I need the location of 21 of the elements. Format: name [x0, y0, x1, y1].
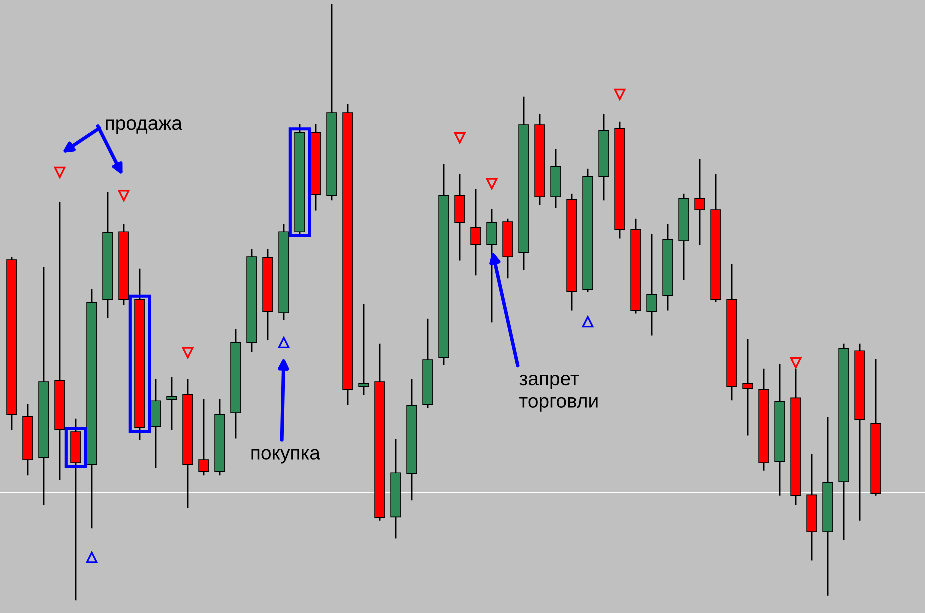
point: [182, 347, 194, 359]
candlestick: [742, 339, 754, 436]
candlestick: [358, 304, 370, 396]
candlestick: [694, 159, 706, 246]
annotation: запрет торговли: [520, 374, 598, 412]
point: [278, 337, 290, 348]
candlestick: [166, 377, 178, 430]
point: [54, 166, 66, 178]
point: [86, 552, 98, 564]
point: [614, 88, 626, 100]
candlestick: [198, 399, 210, 476]
annotation: продажа: [106, 120, 183, 134]
point: [790, 357, 802, 369]
point: [118, 190, 130, 202]
point: [582, 316, 594, 328]
candlestick: [646, 234, 658, 336]
candlestick: [486, 209, 498, 323]
annotation: покупка: [252, 449, 320, 464]
point: [486, 178, 498, 190]
point: [454, 132, 466, 144]
candlestick: [470, 189, 482, 276]
